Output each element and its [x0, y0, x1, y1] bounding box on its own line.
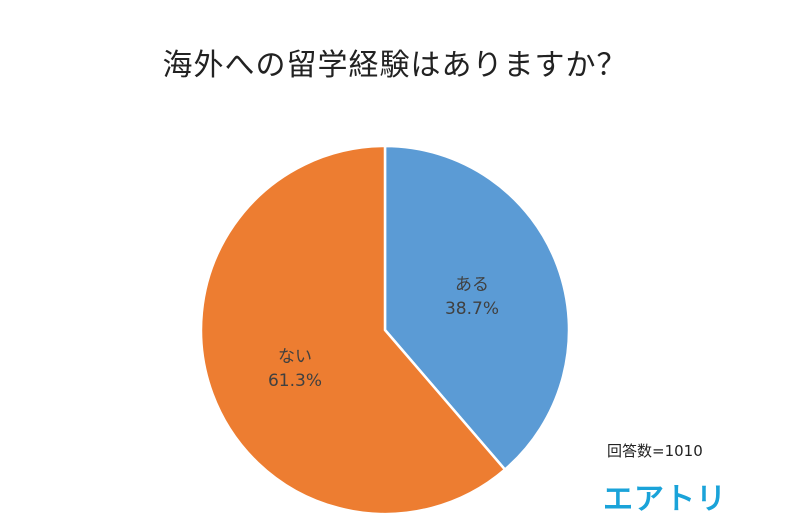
sample-size-note: 回答数=1010 [607, 442, 703, 460]
slice-category-label: ある [455, 275, 489, 295]
brand-logo: エアトリ [603, 482, 727, 517]
pie-slice-1 [383, 144, 571, 472]
slice-percent-label: 38.7% [445, 299, 499, 319]
slice-percent-label: 61.3% [268, 371, 322, 391]
pie-slice-2 [199, 144, 507, 516]
slice-category-label: ない [278, 347, 312, 367]
chart-title: 海外への留学経験はありますか？ [162, 48, 628, 83]
